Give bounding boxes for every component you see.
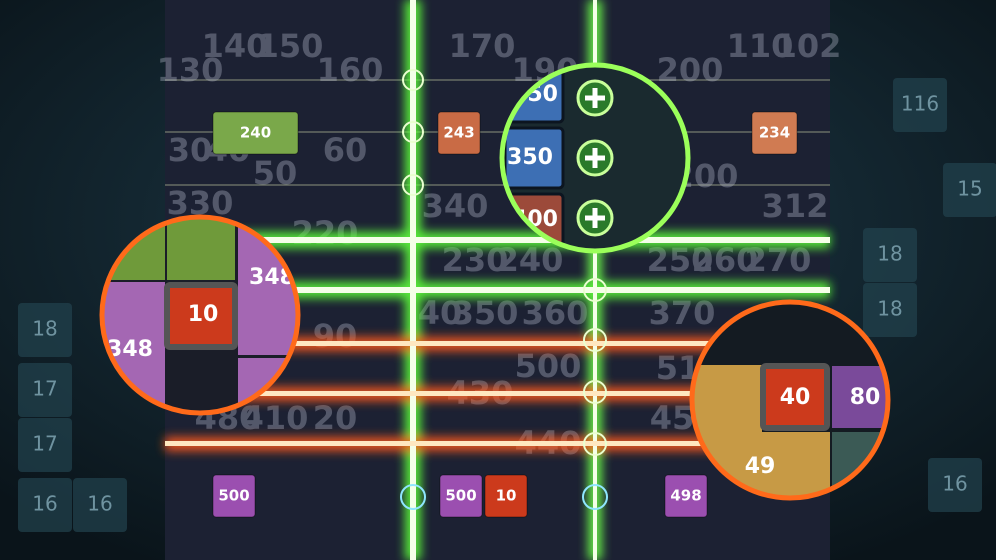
zoom-cell-label: 40	[780, 385, 811, 410]
side-tile-label: 116	[901, 92, 939, 116]
lasers	[165, 0, 830, 560]
side-tile-label: 16	[942, 472, 967, 496]
block	[212, 474, 256, 518]
ghost-number: 140	[202, 27, 269, 65]
laser-horizontal	[165, 391, 830, 396]
block	[664, 474, 708, 518]
ghost-number: 102	[775, 27, 842, 65]
ghost-number: 40	[418, 294, 463, 332]
ghost-number: 60	[323, 131, 368, 169]
zoom-cell-label: 10	[188, 302, 219, 327]
side-tile	[18, 418, 72, 472]
side-tile-label: 18	[32, 317, 57, 341]
block	[439, 474, 483, 518]
block	[212, 111, 299, 155]
side-tile-label: 15	[957, 177, 982, 201]
ghost-number: 160	[317, 51, 384, 89]
zoom-cell-label: 49	[745, 454, 776, 479]
side-tile	[863, 283, 917, 337]
plus-icon-bar	[592, 148, 598, 168]
laser-vertical	[410, 0, 416, 560]
blocks: 240 243 234 500 500 10 498	[212, 111, 798, 518]
block	[484, 474, 528, 518]
zoom-cell	[167, 217, 235, 280]
side-tile-label: 16	[32, 492, 57, 516]
plus-icon-bar	[592, 208, 598, 228]
block-label: 498	[670, 487, 701, 505]
zoom-cell-label: 348	[107, 337, 153, 362]
ghost-number: 130	[157, 51, 224, 89]
side-tile-label: 16	[87, 492, 112, 516]
ghost-number: 45	[650, 399, 695, 437]
side-tile-label: 18	[877, 297, 902, 321]
ghost-number: 30	[168, 131, 213, 169]
side-tile-label: 17	[32, 377, 57, 401]
ghost-number: 170	[449, 27, 516, 65]
zoom-cell-label: 350	[507, 145, 553, 170]
laser-horizontal	[165, 287, 830, 293]
side-tile	[73, 478, 127, 532]
side-tile	[893, 78, 947, 132]
block-label: 240	[240, 124, 271, 142]
zoom-cell	[760, 363, 830, 431]
ghost-number: 350	[452, 294, 519, 332]
ghost-number: 50	[253, 154, 298, 192]
side-tile	[18, 363, 72, 417]
ghost-number: 340	[422, 187, 489, 225]
ghost-number: 20	[313, 399, 358, 437]
plus-icon-bar	[592, 88, 598, 108]
side-panels: 18 17 17 16 16 116 15 18 18 16	[18, 78, 996, 532]
side-tile	[943, 163, 996, 217]
block	[437, 111, 481, 155]
zoom-cell-label: 80	[850, 385, 881, 410]
block-label: 10	[496, 487, 517, 505]
ghost-number: 110	[727, 27, 794, 65]
block-label: 243	[443, 124, 474, 142]
ghost-number: 150	[257, 27, 324, 65]
ghost-number: 410	[242, 399, 309, 437]
ghost-number: 360	[522, 294, 589, 332]
block	[751, 111, 798, 155]
ghost-number: 500	[515, 347, 582, 385]
side-tile	[18, 303, 72, 357]
ghost-number: 370	[649, 294, 716, 332]
side-tile-label: 18	[877, 242, 902, 266]
laser-horizontal	[165, 441, 830, 446]
side-tile	[928, 458, 982, 512]
side-tile	[863, 228, 917, 282]
laser-horizontal	[165, 237, 830, 243]
side-tile-label: 17	[32, 432, 57, 456]
block-label: 500	[445, 487, 476, 505]
laser-horizontal	[165, 341, 830, 346]
ghost-number: 312	[762, 187, 829, 225]
side-tile	[18, 478, 72, 532]
ghost-number: 200	[657, 51, 724, 89]
zoom-cell	[832, 366, 888, 428]
zoom-cell	[164, 282, 238, 350]
block-label: 234	[759, 124, 790, 142]
zoom-cell	[503, 126, 565, 190]
block-label: 500	[218, 487, 249, 505]
